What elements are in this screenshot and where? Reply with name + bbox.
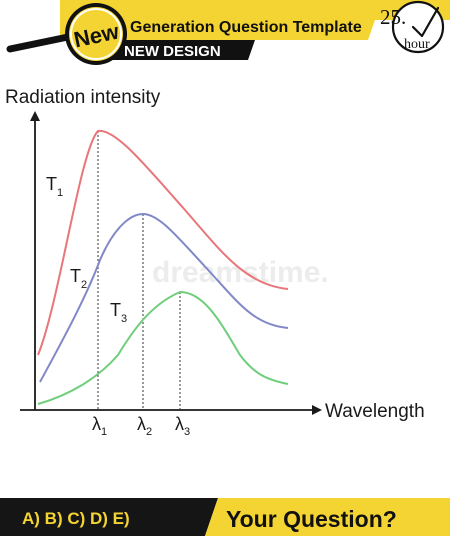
header-black-ribbon bbox=[108, 40, 255, 60]
answer-options[interactable]: A) B) C) D) E) bbox=[22, 509, 130, 528]
y-axis-label: Radiation intensity bbox=[5, 87, 161, 108]
radiation-diagram: Radiation intensity Wavelength T1 T2 T3 … bbox=[5, 87, 425, 438]
curve-t2 bbox=[39, 212, 289, 383]
timer-number: 25. bbox=[380, 5, 406, 29]
question-prompt: Your Question? bbox=[226, 506, 397, 532]
watermark: dreamstime. bbox=[152, 256, 329, 289]
lambda-2-marker: λ2 bbox=[137, 414, 152, 438]
curve-label-t3: T3 bbox=[110, 300, 127, 325]
curve-label-t1: T1 bbox=[46, 174, 63, 199]
footer-options-panel bbox=[0, 498, 218, 536]
curve-label-t2: T2 bbox=[70, 266, 87, 291]
curve-t3 bbox=[37, 290, 289, 405]
x-axis-label: Wavelength bbox=[325, 401, 425, 422]
curve-t1 bbox=[37, 129, 289, 356]
header-title: Generation Question Template bbox=[130, 19, 362, 36]
lambda-3-marker: λ3 bbox=[175, 414, 190, 438]
timer-unit: hour bbox=[404, 37, 430, 52]
magnifier-handle bbox=[6, 33, 72, 53]
footer-question-panel bbox=[205, 498, 450, 536]
header-yellow-band bbox=[60, 0, 450, 40]
lambda-1-marker: λ1 bbox=[92, 414, 107, 438]
header: New Generation Question Template NEW DES… bbox=[6, 0, 450, 65]
header-subtitle: NEW DESIGN bbox=[124, 43, 221, 60]
new-badge-magnifier-icon bbox=[65, 3, 127, 65]
clock-icon bbox=[391, 0, 445, 54]
footer: A) B) C) D) E) Your Question? bbox=[0, 498, 450, 536]
